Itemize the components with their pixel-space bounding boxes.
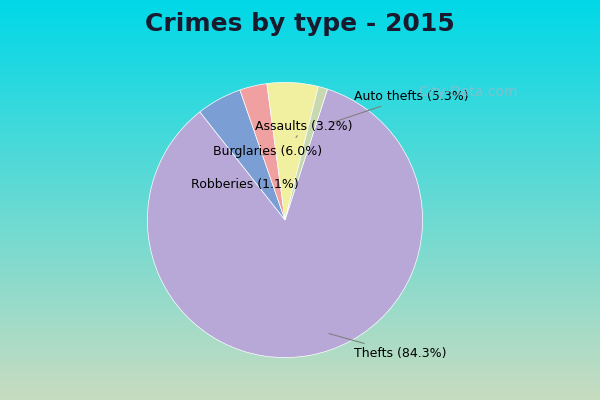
Wedge shape xyxy=(267,82,319,220)
Text: Crimes by type - 2015: Crimes by type - 2015 xyxy=(145,12,455,36)
Wedge shape xyxy=(148,89,422,358)
Text: Burglaries (6.0%): Burglaries (6.0%) xyxy=(214,145,323,158)
Text: Thefts (84.3%): Thefts (84.3%) xyxy=(329,334,446,360)
Wedge shape xyxy=(200,90,285,220)
Wedge shape xyxy=(240,84,285,220)
Text: City-Data.com: City-Data.com xyxy=(418,85,518,99)
Text: Robberies (1.1%): Robberies (1.1%) xyxy=(191,178,299,191)
Text: Auto thefts (5.3%): Auto thefts (5.3%) xyxy=(332,90,469,123)
Text: Assaults (3.2%): Assaults (3.2%) xyxy=(255,120,352,138)
Wedge shape xyxy=(285,86,328,220)
